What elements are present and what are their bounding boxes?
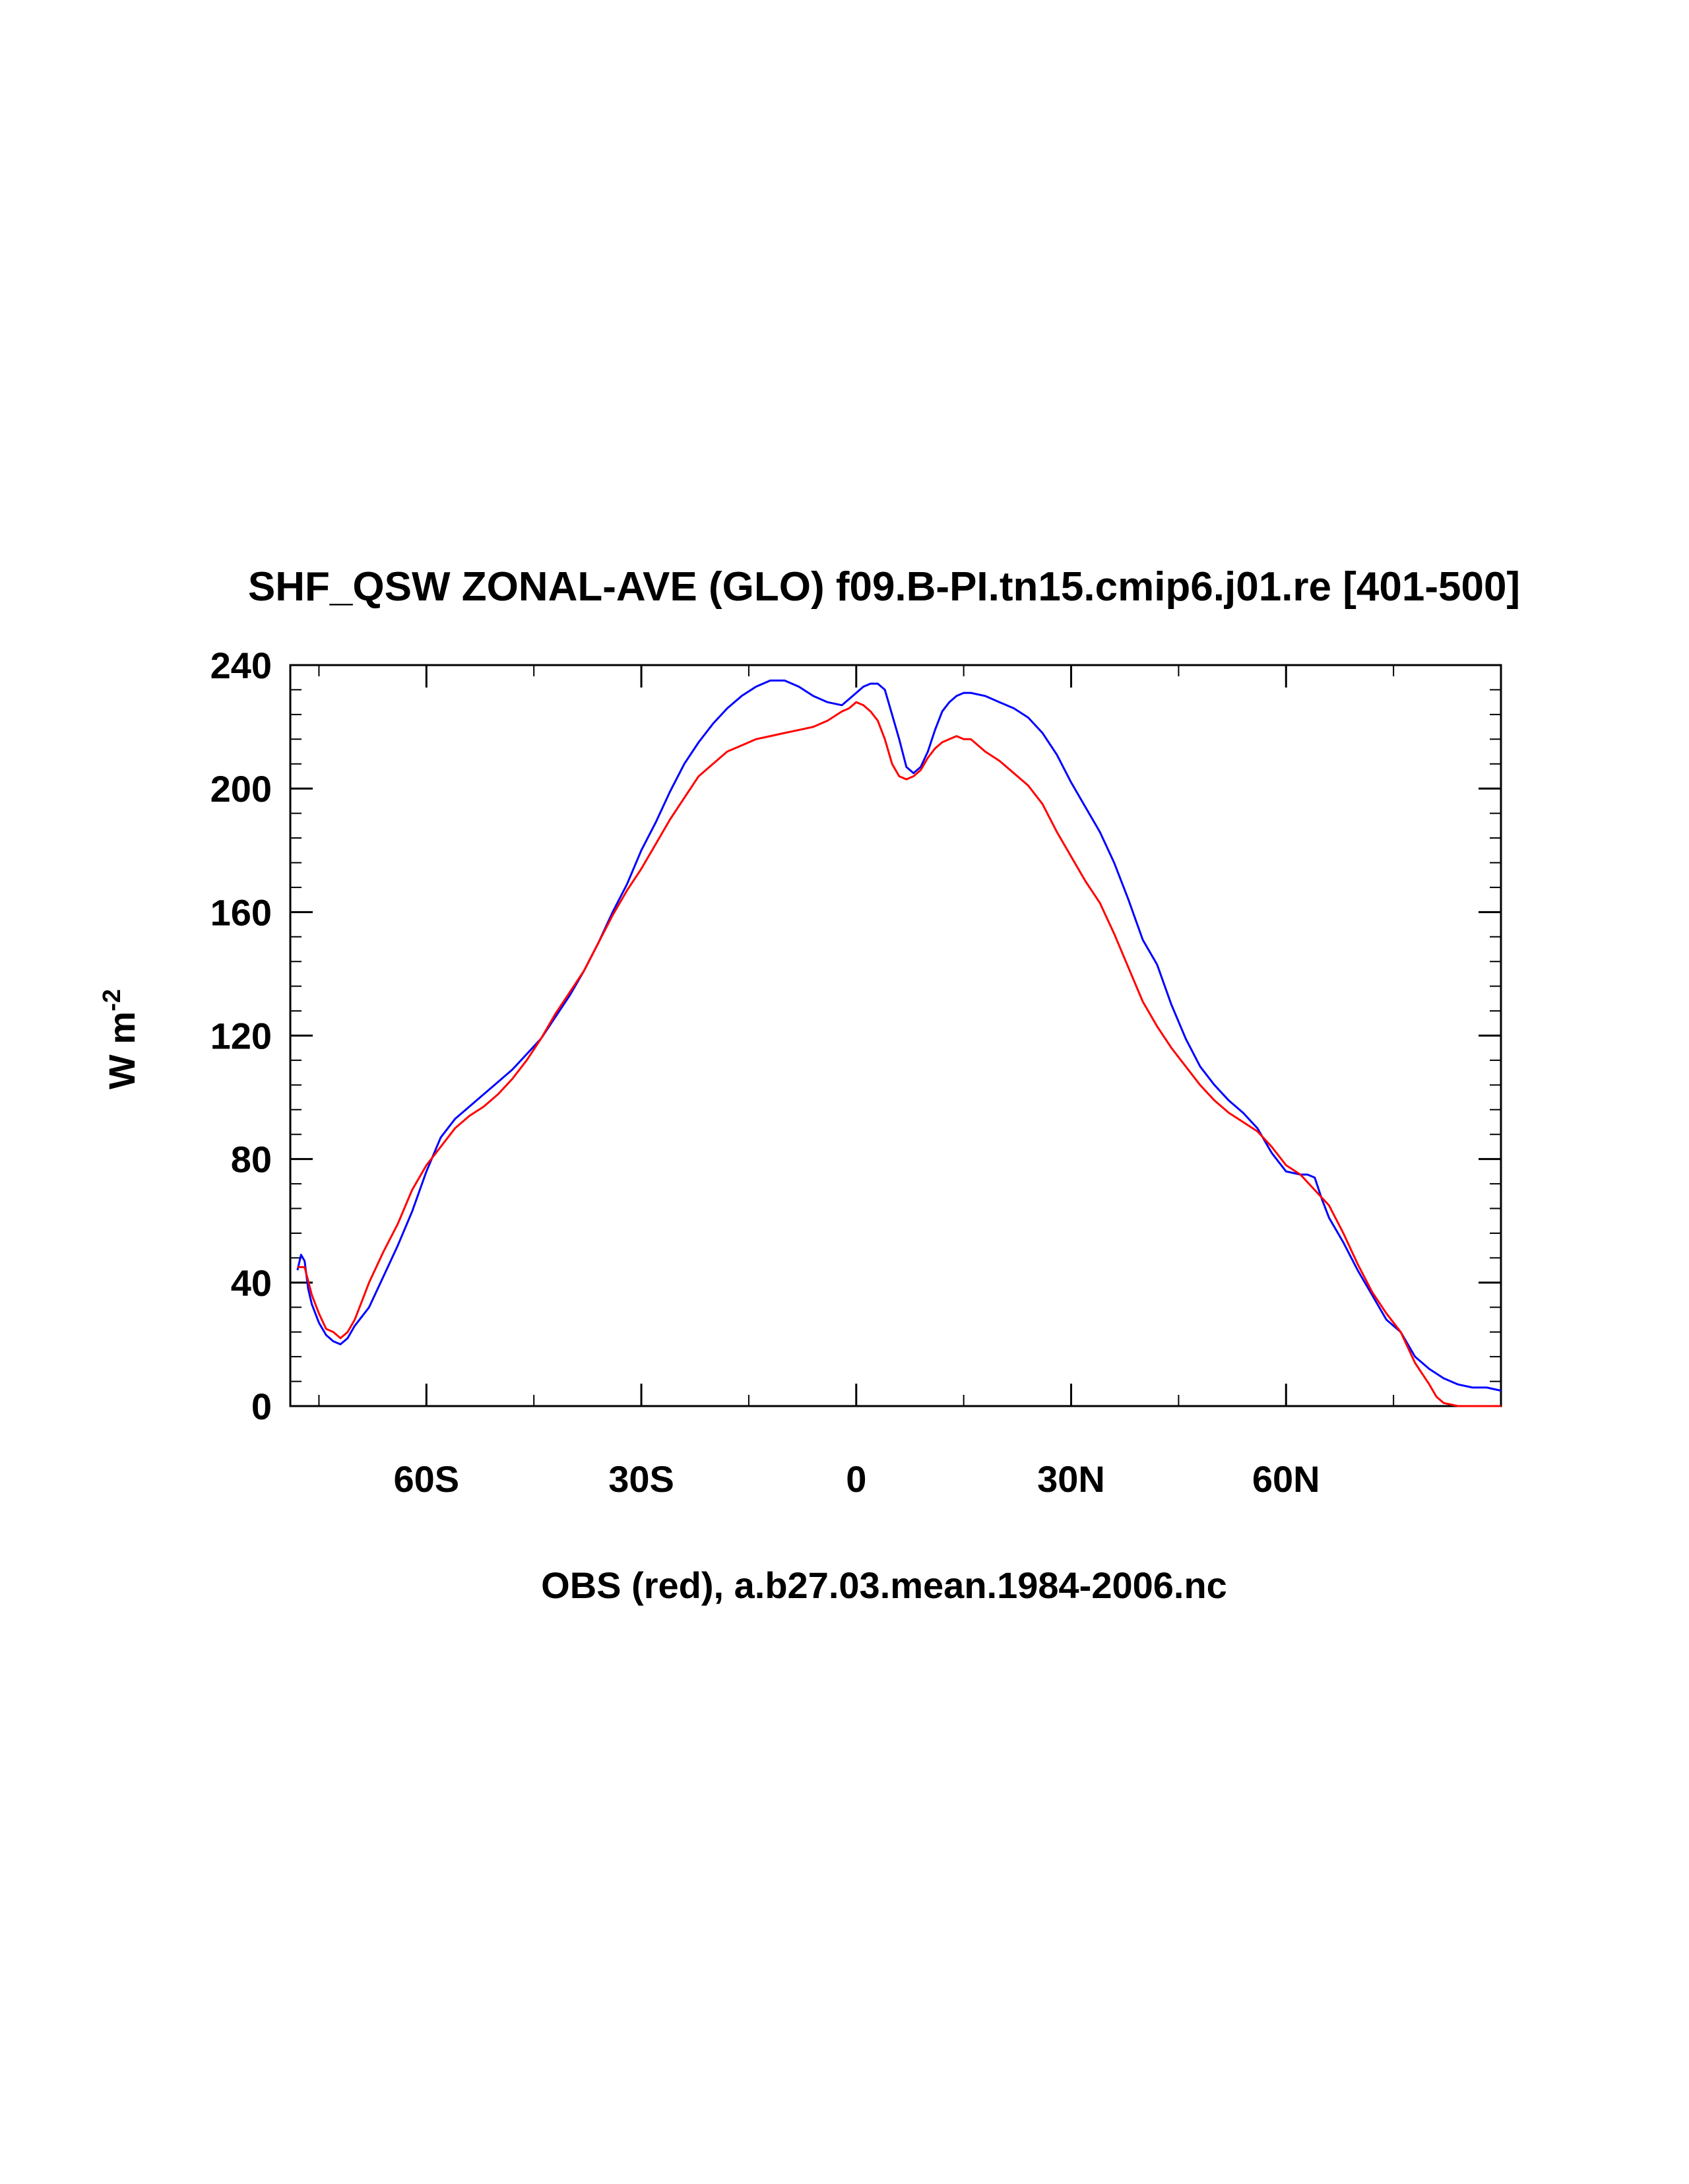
y-tick-label: 240 [210,645,272,686]
series-line-blue [296,679,1502,1392]
y-tick-label: 80 [231,1139,272,1180]
y-axis-label-superscript: -2 [98,989,126,1012]
x-tick-label: 0 [846,1458,866,1500]
x-tick-label: 60S [393,1458,459,1500]
y-tick-label: 120 [210,1015,272,1057]
x-tick-label: 30S [608,1458,674,1500]
y-axis: 0 40 80 120 160 200 240 [210,645,1501,1427]
y-tick-label: 40 [231,1262,272,1304]
y-axis-label: W m-2 [98,989,143,1089]
plot-frame [289,664,1502,1407]
x-tick-label: 60N [1252,1458,1320,1500]
y-tick-label: 200 [210,768,272,810]
chart-title: SHF_QSW ZONAL-AVE (GLO) f09.B-PI.tn15.cm… [248,564,1520,610]
x-tick-label: 30N [1037,1458,1105,1500]
series-group [296,679,1502,1407]
y-tick-label: 0 [251,1386,272,1427]
plot-border [289,664,1502,1407]
x-axis: 60S 30S 0 30N 60N [318,665,1395,1500]
y-tick-label: 160 [210,891,272,933]
series-line-red [297,701,1501,1407]
x-axis-label: OBS (red), a.b27.03.mean.1984-2006.nc [541,1564,1227,1606]
